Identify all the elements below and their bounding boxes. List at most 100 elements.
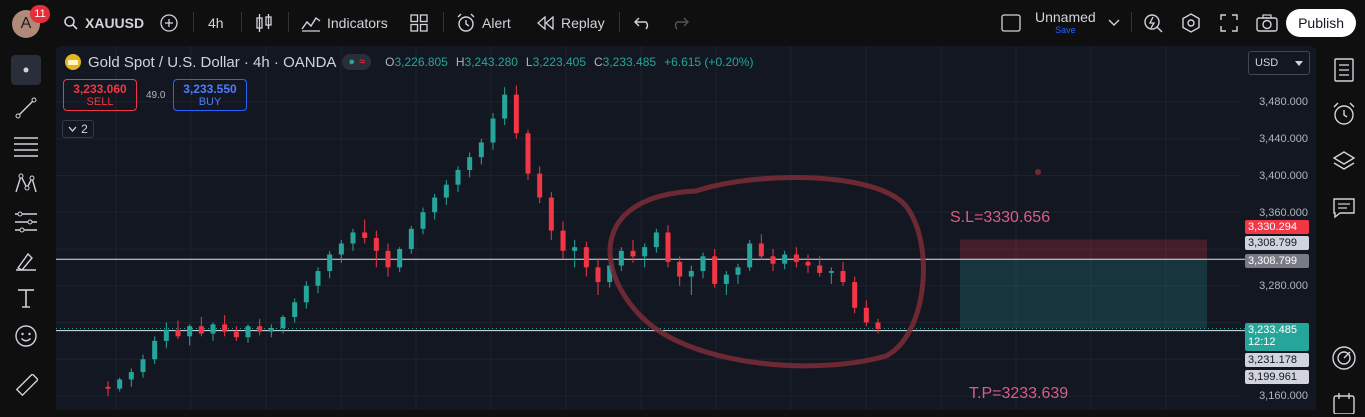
layout-select-button[interactable] [1001, 11, 1021, 35]
cursor-tool[interactable] [11, 55, 41, 85]
fib-retracement-icon [14, 137, 38, 157]
candle [222, 315, 228, 337]
prediction-tool[interactable] [11, 207, 41, 237]
calendar-button[interactable] [1330, 389, 1358, 417]
interval-button[interactable]: 4h [208, 11, 224, 35]
stop-loss-zone[interactable] [960, 239, 1207, 260]
quick-search-button[interactable] [1143, 11, 1163, 35]
chats-button[interactable] [1330, 194, 1358, 222]
candle [595, 258, 601, 295]
emoji-tool[interactable] [11, 321, 41, 351]
ruler-tool[interactable] [11, 371, 41, 401]
price-tick: 3,360.000 [1259, 207, 1308, 219]
candle [198, 316, 204, 337]
gear-icon [1182, 13, 1200, 33]
line-price-label: 3,308.799 [1245, 236, 1309, 250]
compare-button[interactable] [159, 11, 179, 35]
price-tick: 3,160.000 [1259, 390, 1308, 402]
drawing-toolbar [0, 44, 52, 410]
line-price-label: 3,231.178 [1245, 353, 1309, 367]
buy-price: 3,233.550 [183, 82, 237, 96]
redo-button[interactable] [671, 11, 689, 35]
publish-button[interactable]: Publish [1286, 9, 1356, 37]
dot-annotation[interactable] [1035, 169, 1041, 175]
sell-label: SELL [86, 96, 114, 108]
candle [583, 241, 589, 277]
calendar-icon [1333, 393, 1355, 414]
close-value: 3,233.485 [602, 55, 657, 69]
candle [175, 320, 181, 340]
brush-icon [16, 252, 36, 271]
grid-icon [410, 14, 428, 32]
candle [758, 234, 764, 261]
layout-name[interactable]: Unnamed Save [1035, 9, 1096, 35]
settings-button[interactable] [1181, 11, 1201, 35]
candle [327, 250, 333, 279]
avatar-letter: A [20, 15, 32, 32]
last-price-label: 3,233.485 12:12 [1245, 323, 1309, 351]
collapse-indicators-button[interactable]: 2 [62, 120, 94, 138]
replay-label: Replay [561, 15, 605, 31]
indicators-button[interactable]: Indicators [301, 11, 388, 35]
snapshot-button[interactable] [1256, 11, 1278, 35]
undo-button[interactable] [634, 11, 652, 35]
data-window-button[interactable] [1330, 147, 1358, 175]
candle [513, 85, 519, 139]
buy-button[interactable]: 3,233.550 BUY [173, 79, 247, 111]
candle [828, 267, 834, 284]
candle [537, 166, 543, 204]
candle [257, 318, 263, 336]
candle [618, 247, 624, 272]
candle [793, 247, 799, 268]
symbol-search-button[interactable]: XAUUSD [63, 11, 144, 35]
candle [735, 263, 741, 284]
candles-icon [256, 14, 272, 32]
sell-button[interactable]: 3,233.060 SELL [63, 79, 137, 111]
caret-down-icon [1295, 60, 1303, 66]
replay-button[interactable]: Replay [537, 11, 605, 35]
candle [187, 324, 193, 346]
price-tick: 3,440.000 [1259, 133, 1308, 145]
forecast-icon [15, 211, 37, 233]
wave-icon: ≈ [359, 56, 366, 68]
trend-line-tool[interactable] [11, 93, 41, 123]
brush-tool[interactable] [11, 245, 41, 275]
spread-value: 49.0 [146, 90, 166, 101]
lightning-search-icon [1144, 14, 1163, 33]
chart-legend: Gold Spot / U.S. Dollar · 4h · OANDA ● ≈ … [64, 53, 753, 71]
take-profit-zone[interactable] [960, 259, 1207, 329]
templates-button[interactable] [410, 11, 428, 35]
fib-tool[interactable] [11, 131, 41, 161]
candle [875, 318, 881, 334]
line-price-label: 3,308.799 [1245, 254, 1309, 268]
pattern-tool[interactable] [11, 169, 41, 199]
watchlist-button[interactable] [1330, 56, 1358, 84]
layout-dropdown[interactable] [1108, 11, 1120, 35]
candle [233, 326, 239, 341]
line-price-label: 3,199.961 [1245, 370, 1309, 384]
smiley-icon [15, 325, 37, 347]
text-tool[interactable] [11, 283, 41, 313]
chart-type-button[interactable] [255, 11, 273, 35]
help-button[interactable] [1330, 344, 1358, 372]
undo-icon [634, 17, 649, 30]
currency-select[interactable]: USD [1248, 51, 1310, 75]
candle [677, 256, 683, 286]
alerts-panel-button[interactable] [1330, 100, 1358, 128]
price-tick: 3,400.000 [1259, 170, 1308, 182]
candle [455, 166, 461, 193]
candle [863, 300, 869, 327]
chart-title: Gold Spot / U.S. Dollar · 4h · OANDA [88, 53, 337, 71]
currency-label: USD [1255, 57, 1279, 69]
ellipse-annotation[interactable] [607, 174, 926, 369]
collapsed-count: 2 [81, 122, 88, 136]
fullscreen-button[interactable] [1220, 11, 1238, 35]
chart-pane[interactable]: Gold Spot / U.S. Dollar · 4h · OANDA ● ≈ … [56, 46, 1316, 410]
candle [770, 249, 776, 272]
alert-button[interactable]: Alert [456, 11, 511, 35]
candle [303, 281, 309, 309]
indicators-label: Indicators [327, 15, 388, 31]
candle [245, 324, 251, 343]
market-status-pill[interactable]: ● ≈ [342, 54, 372, 70]
candle [723, 271, 729, 295]
